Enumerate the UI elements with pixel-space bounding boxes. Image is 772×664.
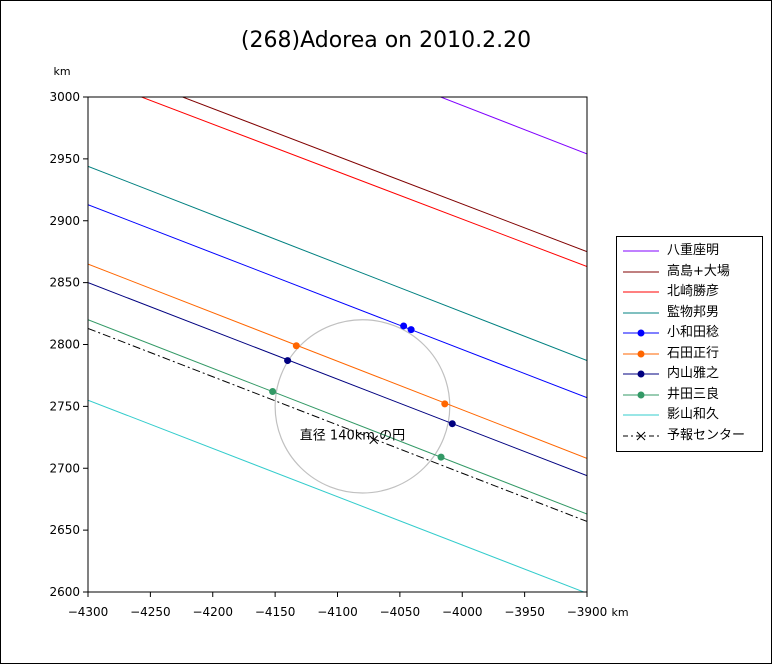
legend-swatch-marker-8 bbox=[637, 391, 645, 398]
series-line-6 bbox=[88, 263, 587, 459]
series-marker-7-1 bbox=[284, 357, 292, 365]
y-tick-label-9: 2600 bbox=[49, 585, 80, 599]
x-tick-label-7: −4000 bbox=[442, 605, 483, 619]
legend-swatch-cross-10 bbox=[636, 431, 646, 440]
y-tick-label-8: 2650 bbox=[49, 523, 80, 537]
series-line-3 bbox=[140, 97, 587, 268]
legend-label-5: 小和田稔 bbox=[667, 325, 720, 340]
legend-item-7: 内山雅之 bbox=[617, 364, 762, 384]
series-marker-8-2 bbox=[437, 453, 445, 461]
x-tick-label-5: −4100 bbox=[317, 605, 358, 619]
legend-swatch-5 bbox=[623, 329, 659, 337]
y-tick-label-5: 2800 bbox=[49, 338, 80, 352]
legend-label-7: 内山雅之 bbox=[667, 366, 720, 381]
y-tick-label-1: 3000 bbox=[49, 90, 80, 104]
legend-swatch-2 bbox=[623, 271, 659, 272]
legend-swatch-9 bbox=[623, 414, 659, 416]
legend-label-4: 監物邦男 bbox=[667, 304, 720, 320]
x-tick-label-8: −3950 bbox=[504, 605, 545, 619]
series-line-4 bbox=[88, 165, 587, 362]
series-line-9 bbox=[88, 399, 586, 592]
y-tick-label-7: 2700 bbox=[49, 461, 80, 475]
x-unit-label: km bbox=[611, 606, 628, 619]
legend-swatch-marker-6 bbox=[637, 350, 645, 357]
diameter-circle bbox=[274, 319, 451, 494]
legend-swatch-10 bbox=[623, 431, 659, 440]
series-line-2 bbox=[181, 97, 587, 253]
legend-item-2: 高島+大場 bbox=[617, 262, 762, 282]
legend-label-8: 井田三良 bbox=[667, 386, 720, 402]
legend-swatch-7 bbox=[623, 370, 659, 378]
legend-label-6: 石田正行 bbox=[667, 345, 720, 361]
x-tick-label-9: −3900 bbox=[567, 605, 608, 619]
legend-item-9: 影山和久 bbox=[617, 405, 762, 425]
legend-item-8: 井田三良 bbox=[617, 385, 762, 405]
legend-swatch-marker-7 bbox=[637, 370, 645, 378]
series-marker-5-1 bbox=[400, 322, 408, 330]
forecast-center-mark-stroke-2 bbox=[369, 435, 379, 445]
y-tick-label-3: 2900 bbox=[49, 214, 80, 228]
legend-item-1: 八重座明 bbox=[617, 241, 762, 261]
series-marker-6-1 bbox=[292, 342, 300, 350]
y-tick-label-4: 2850 bbox=[49, 276, 80, 290]
series-line-8 bbox=[88, 319, 587, 515]
y-tick-label-6: 2750 bbox=[49, 399, 80, 413]
circle-label: 直径 140km の円 bbox=[300, 428, 405, 443]
legend-swatch-6 bbox=[623, 350, 659, 357]
legend-label-3: 北崎勝彦 bbox=[667, 284, 720, 299]
legend-swatch-4 bbox=[623, 312, 659, 313]
series-marker-5-2 bbox=[407, 326, 415, 334]
legend-swatch-3 bbox=[623, 291, 659, 293]
x-tick-label-2: −4250 bbox=[130, 605, 171, 619]
x-tick-label-4: −4150 bbox=[255, 605, 296, 619]
forecast-center-mark bbox=[369, 435, 379, 445]
legend-swatch-marker-5 bbox=[637, 329, 645, 337]
series-marker-8-1 bbox=[269, 388, 277, 396]
legend-item-4: 監物邦男 bbox=[617, 303, 762, 323]
legend-label-10: 予報センター bbox=[667, 427, 746, 443]
legend: 八重座明高島+大場北崎勝彦監物邦男小和田稔石田正行内山雅之井田三良影山和久予報セ… bbox=[616, 236, 763, 452]
series-marker-6-2 bbox=[441, 400, 449, 408]
legend-item-10: 予報センター bbox=[617, 426, 762, 446]
legend-item-3: 北崎勝彦 bbox=[617, 282, 762, 302]
x-tick-label-1: −4300 bbox=[68, 605, 109, 619]
y-tick-label-2: 2950 bbox=[49, 152, 80, 166]
series-line-7 bbox=[88, 282, 587, 477]
x-tick-label-3: −4200 bbox=[192, 605, 233, 619]
series-line-10 bbox=[88, 327, 587, 522]
series-line-5 bbox=[88, 204, 587, 399]
y-unit-label: km bbox=[53, 65, 70, 78]
legend-label-2: 高島+大場 bbox=[667, 263, 730, 279]
chart-title: (268)Adorea on 2010.2.20 bbox=[240, 28, 532, 53]
legend-swatch-1 bbox=[623, 250, 659, 252]
series-marker-7-2 bbox=[448, 420, 456, 428]
legend-item-6: 石田正行 bbox=[617, 344, 762, 364]
legend-label-1: 八重座明 bbox=[667, 243, 720, 258]
x-tick-label-6: −4050 bbox=[380, 605, 421, 619]
legend-swatch-8 bbox=[623, 391, 659, 398]
legend-label-9: 影山和久 bbox=[667, 407, 720, 422]
legend-item-5: 小和田稔 bbox=[617, 323, 762, 343]
series-line-1 bbox=[439, 97, 587, 155]
plot-background bbox=[88, 97, 587, 592]
